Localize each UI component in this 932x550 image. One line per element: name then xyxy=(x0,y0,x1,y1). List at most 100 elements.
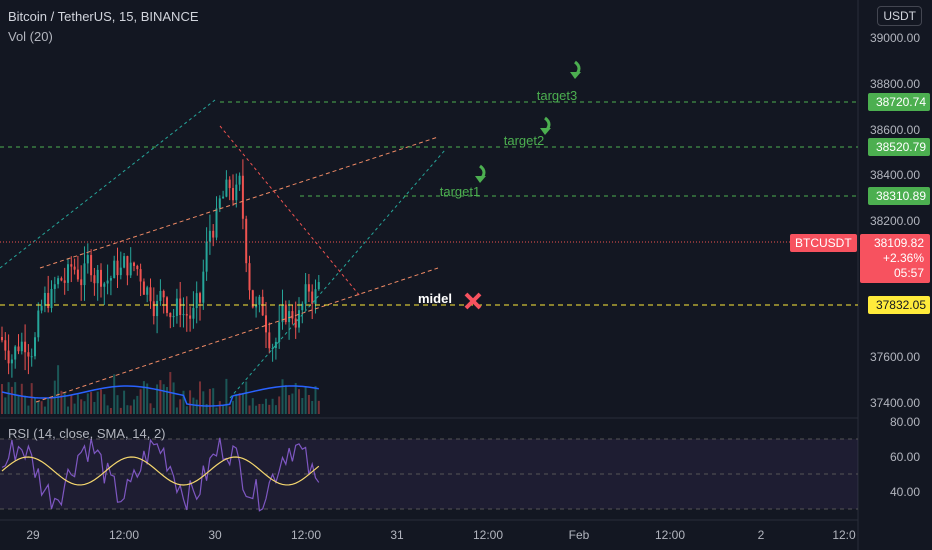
volume-bar xyxy=(40,401,43,414)
candle-body xyxy=(199,293,201,303)
candle-body xyxy=(113,260,116,279)
midel-label[interactable]: midel xyxy=(418,291,452,306)
grid xyxy=(0,0,859,550)
candle-body xyxy=(202,271,205,303)
volume-bar xyxy=(291,393,294,414)
candle-body xyxy=(261,296,264,316)
volume-ma-line xyxy=(1,385,319,407)
volume-bar xyxy=(255,405,258,414)
volume-bar xyxy=(43,406,46,414)
volume-bar xyxy=(166,386,168,414)
candle-body xyxy=(189,315,192,319)
volume-bar xyxy=(100,389,102,414)
volume-bar xyxy=(212,388,215,414)
candle-body xyxy=(271,348,274,350)
candle-body xyxy=(57,278,60,285)
target1-label[interactable]: target1 xyxy=(439,184,481,199)
volume-bar xyxy=(202,391,205,414)
time-tick: 29 xyxy=(26,528,40,542)
volume-bar xyxy=(225,378,228,414)
volume-bar xyxy=(311,400,314,414)
price-tick: 39000.00 xyxy=(869,31,920,45)
price-tick: 38400.00 xyxy=(869,168,920,182)
price-tick: 38600.00 xyxy=(869,123,920,137)
candle-body xyxy=(142,281,145,295)
candle-body xyxy=(225,179,228,197)
candle-body xyxy=(205,241,208,272)
candle-body xyxy=(317,282,320,290)
candle-body xyxy=(294,318,297,328)
candle-body xyxy=(93,275,96,284)
target2-label[interactable]: target2 xyxy=(503,133,545,148)
volume-bar xyxy=(251,398,254,414)
volume-bar xyxy=(238,393,241,414)
candle-body xyxy=(126,256,129,276)
symbol-legend[interactable]: Bitcoin / TetherUS, 15, BINANCE xyxy=(8,9,199,24)
candle-body xyxy=(241,175,244,219)
target3-label[interactable]: target3 xyxy=(536,88,578,103)
volume-bar xyxy=(80,399,83,414)
candle-body xyxy=(311,291,314,304)
candle-body xyxy=(100,269,102,287)
trend-line xyxy=(39,136,439,269)
volume-bar xyxy=(162,384,165,414)
curved-down-arrow-icon xyxy=(570,72,581,79)
candle-body xyxy=(4,340,7,351)
volume-bar xyxy=(268,404,271,414)
volume-bar xyxy=(192,397,195,414)
candle-body xyxy=(265,315,267,333)
candle-body xyxy=(7,350,10,364)
volume-bar xyxy=(103,394,106,414)
time-tick: 12:00 xyxy=(108,528,140,542)
rsi-ma-line xyxy=(1,456,320,486)
volume-bar xyxy=(152,407,155,414)
volume-bar xyxy=(106,405,109,414)
candle-body xyxy=(185,314,188,316)
volume-bar xyxy=(284,385,287,414)
volume-bar xyxy=(136,395,139,414)
candle-body xyxy=(146,287,149,295)
volume-bar xyxy=(288,395,291,414)
candle-body xyxy=(83,263,86,286)
volume-bar xyxy=(179,399,182,414)
trend-line xyxy=(229,149,446,399)
volume-bar xyxy=(4,397,7,414)
volume-bar xyxy=(96,391,99,414)
target2-price-tag: 38520.79 xyxy=(867,138,930,156)
candle-body xyxy=(208,230,211,242)
candle-body xyxy=(106,280,109,284)
candle-body xyxy=(70,264,73,267)
candle-body xyxy=(1,337,3,341)
volume-bar xyxy=(126,405,129,414)
volume-bar xyxy=(172,382,175,414)
trend-drawings[interactable] xyxy=(0,99,858,403)
candle-body xyxy=(195,293,198,309)
volume-bar xyxy=(271,398,274,414)
volume-bar xyxy=(301,397,304,414)
candle-body xyxy=(34,337,36,357)
volume-bar xyxy=(205,403,208,414)
volume-bar xyxy=(156,384,159,414)
candle-body xyxy=(291,311,294,319)
candle-body xyxy=(268,332,271,349)
candle-body xyxy=(136,265,139,270)
volume-bar xyxy=(208,388,211,414)
time-tick: 30 xyxy=(208,528,222,542)
rsi-legend[interactable]: RSI (14, close, SMA, 14, 2) xyxy=(8,426,166,441)
rsi-indicator xyxy=(1,437,320,512)
candle-body xyxy=(67,264,69,283)
candlesticks[interactable] xyxy=(1,159,320,378)
volume-bar xyxy=(116,395,119,414)
currency-button[interactable]: USDT xyxy=(877,6,922,26)
volume-bar xyxy=(70,395,73,414)
volume-bar xyxy=(261,403,264,414)
volume-legend[interactable]: Vol (20) xyxy=(8,29,53,44)
candle-body xyxy=(238,175,241,185)
volume-bar xyxy=(57,365,60,414)
volume-bar xyxy=(232,400,234,414)
candle-body xyxy=(278,322,281,342)
candle-body xyxy=(274,341,277,349)
volume-bar xyxy=(123,390,126,414)
trend-line xyxy=(35,267,439,403)
